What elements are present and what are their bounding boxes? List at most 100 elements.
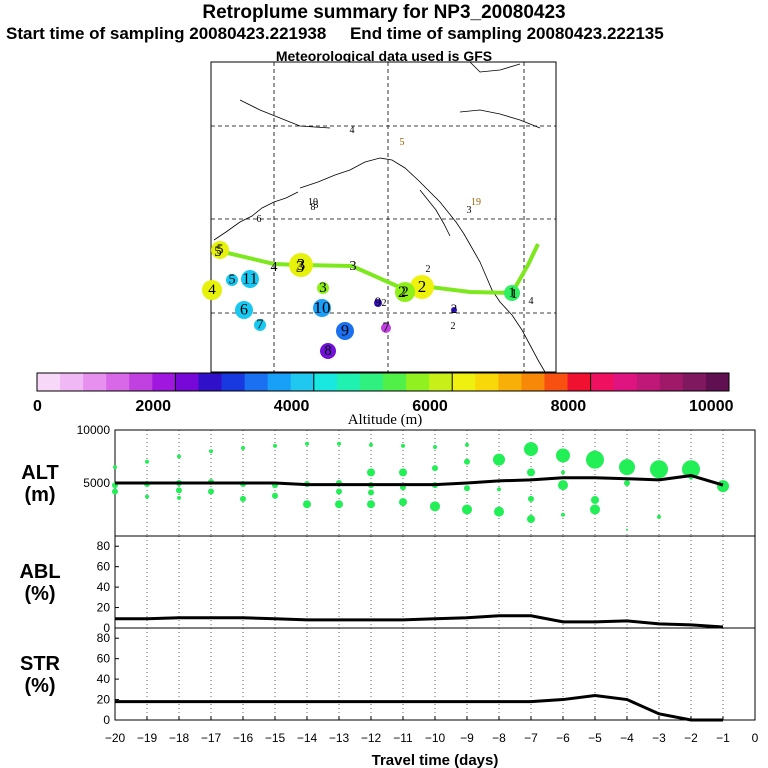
small-label-7: 2 xyxy=(451,321,456,332)
map-marker-15 xyxy=(374,299,382,307)
alt-point-31 xyxy=(401,443,405,448)
alt-point-45 xyxy=(494,506,504,517)
alt-point-60 xyxy=(650,460,668,479)
colorbar-cell-11 xyxy=(290,373,315,391)
colorbar-cell-21 xyxy=(521,373,545,391)
alt-point-24 xyxy=(336,488,342,495)
alt-panel-ytick-label-1: 10000 xyxy=(77,423,111,437)
x-tick-label-3: −17 xyxy=(201,731,222,745)
map-marker-label-7: 7 xyxy=(257,318,264,333)
map-marker-label-6: 6 xyxy=(240,301,248,318)
sampling-times: Start time of sampling 20080423.221938 E… xyxy=(6,24,664,44)
alt-point-64 xyxy=(717,480,729,493)
colorbar-cell-28 xyxy=(682,373,707,391)
colorbar-cell-23 xyxy=(567,373,592,391)
abl-panel-ytick-label-3: 60 xyxy=(97,560,111,574)
altitude-colorbar: 0 2000 4000 6000 8000 10000 Altitude (m) xyxy=(33,372,734,428)
map-marker-label-9: 9 xyxy=(341,322,349,339)
alt-point-40 xyxy=(464,458,470,465)
colorbar-cell-10 xyxy=(267,373,292,391)
colorbar-cell-17 xyxy=(429,373,453,391)
alt-point-56 xyxy=(590,504,600,515)
map-marker-label-5: 5 xyxy=(217,243,224,258)
alt-point-58 xyxy=(624,480,630,486)
track-label-3: 3 xyxy=(296,257,305,276)
alt-point-55 xyxy=(591,495,599,504)
x-tick-label-5: −15 xyxy=(265,731,286,745)
alt-point-15 xyxy=(240,495,246,502)
str-panel-ytick-label-3: 60 xyxy=(97,652,111,666)
x-tick-label-9: −11 xyxy=(393,731,413,745)
coastline-canada-arctic xyxy=(459,109,541,129)
small-label-2: 5 xyxy=(400,137,405,148)
x-tick-label-16: −4 xyxy=(620,731,634,745)
map-marker-label-12: 5 xyxy=(229,273,236,288)
colorbar-tick-label-0: 0 xyxy=(33,398,42,415)
alt-point-21 xyxy=(303,500,311,509)
coastline-aleutians xyxy=(213,191,299,241)
x-tick-label-10: −10 xyxy=(425,731,446,745)
map-marker-label-10: 10 xyxy=(314,298,331,317)
alt-point-29 xyxy=(368,489,374,496)
map-marker-label-1: 1 xyxy=(509,286,516,301)
x-tick-label-12: −8 xyxy=(492,731,506,745)
colorbar-cell-18 xyxy=(452,373,476,391)
colorbar-cell-16 xyxy=(406,373,430,391)
track-label-1: 1 xyxy=(511,287,518,302)
coastline-siberia xyxy=(239,99,331,129)
map-marker-label-15: 9 xyxy=(375,294,382,309)
map-marker-4 xyxy=(202,280,222,300)
small-label-11: 6 xyxy=(257,214,262,225)
alt-point-35 xyxy=(433,444,437,449)
map-marker-label-8: 8 xyxy=(324,343,332,359)
alt-point-0 xyxy=(113,465,117,470)
time-series-panels: ALT(m)500010000ABL(%)020406080STR(%)0204… xyxy=(19,423,758,768)
alt-point-18 xyxy=(272,492,278,499)
map-marker-7 xyxy=(254,319,266,331)
map-marker-10 xyxy=(313,299,331,317)
met-data-label: Meteorological data used is GFS xyxy=(275,48,493,64)
str-panel-frame xyxy=(114,627,756,721)
alt-point-27 xyxy=(367,468,375,477)
track-label-4: 3 xyxy=(350,259,357,274)
alt-panel-ytick-label-0: 5000 xyxy=(83,476,110,490)
alt-point-25 xyxy=(335,500,343,509)
colorbar-cell-12 xyxy=(313,373,338,391)
small-label-1: 4 xyxy=(350,125,355,136)
alt-point-51 xyxy=(561,470,565,475)
colorbar-cell-24 xyxy=(590,373,615,391)
alt-panel: ALT(m) 5000 10000 xyxy=(21,423,756,537)
alt-point-39 xyxy=(465,442,469,447)
colorbar-cell-22 xyxy=(544,373,569,391)
colorbar-cell-1 xyxy=(60,373,84,391)
x-tick-label-11: −9 xyxy=(460,731,474,745)
abl-panel-ytick-label-0: 0 xyxy=(103,621,110,635)
small-label-12: 3 xyxy=(314,200,319,211)
alt-point-12 xyxy=(208,488,214,495)
x-tick-label-7: −13 xyxy=(329,731,350,745)
alt-point-57 xyxy=(619,459,635,476)
x-tick-label-8: −12 xyxy=(361,731,382,745)
colorbar-cell-25 xyxy=(613,373,638,391)
map-marker-6 xyxy=(235,301,253,319)
colorbar-cell-26 xyxy=(636,373,661,391)
alt-panel-ylabel-1: (m) xyxy=(24,484,55,506)
colorbar-tick-label-3: 6000 xyxy=(412,398,448,415)
map-marker-label-16: 2 xyxy=(401,284,409,300)
x-tick-label-6: −14 xyxy=(297,731,318,745)
colorbar-cell-20 xyxy=(498,373,522,391)
alt-point-42 xyxy=(462,504,472,515)
start-time-label: Start time of sampling 20080423.221938 xyxy=(6,24,327,43)
alt-point-49 xyxy=(527,515,535,524)
x-tick-label-17: −3 xyxy=(652,731,666,745)
map-marker-label-2: 2 xyxy=(418,277,427,296)
map-marker-label-3: 3 xyxy=(297,255,306,274)
small-label-9: 2 xyxy=(382,298,387,309)
alt-point-30 xyxy=(367,500,375,509)
track-label-2: 2 xyxy=(398,284,406,301)
alt-point-6 xyxy=(177,454,181,459)
